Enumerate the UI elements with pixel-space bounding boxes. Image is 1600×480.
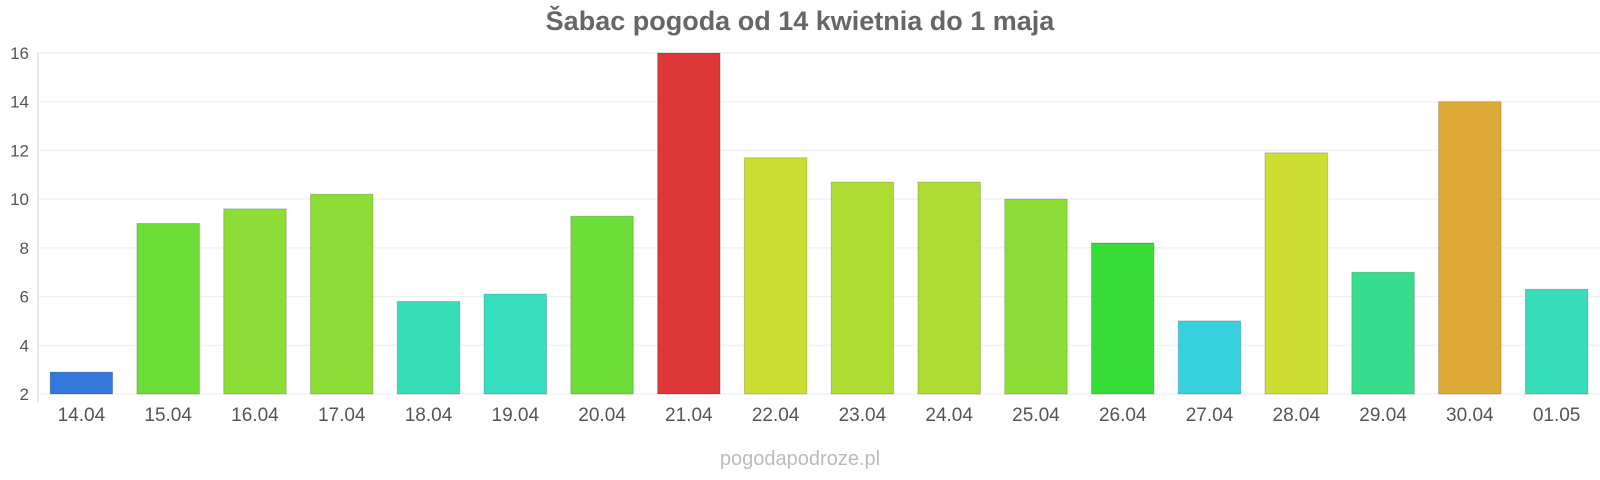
x-tick-label: 27.04 (1186, 405, 1234, 426)
y-tick-label: 16 (10, 44, 29, 63)
axes: 2 4 6 8 10 12 14 16 14.04 15.04 16.04 17.04 18.04 19.… (10, 44, 1580, 426)
bar-27.04[interactable] (1177, 320, 1242, 395)
x-tick-label: 19.04 (492, 405, 540, 426)
x-tick-label: 30.04 (1446, 405, 1494, 426)
bar-16.04[interactable] (223, 208, 287, 395)
x-tick-label: 29.04 (1359, 405, 1407, 426)
grid (38, 52, 1600, 395)
bar-14.04[interactable] (49, 371, 114, 395)
bar-28.04[interactable] (1264, 152, 1329, 395)
bar-22.04[interactable] (743, 157, 808, 395)
y-tick-label: 14 (10, 93, 29, 112)
bar-15.04[interactable] (136, 223, 200, 395)
x-tick-label: 15.04 (144, 405, 192, 426)
chart-title: Šabac pogoda od 14 kwietnia do 1 maja (545, 6, 1055, 36)
bar-29.04[interactable] (1351, 271, 1415, 395)
bar-20.04[interactable] (570, 215, 634, 395)
x-tick-label: 26.04 (1099, 405, 1147, 426)
bar-30.04[interactable] (1438, 101, 1502, 395)
x-tick-label: 23.04 (839, 405, 887, 426)
x-tick-label: 21.04 (665, 405, 713, 426)
x-tick-label: 17.04 (318, 405, 366, 426)
x-tick-label: 18.04 (405, 405, 453, 426)
y-tick-label: 4 (20, 336, 29, 355)
bar-18.04[interactable] (396, 300, 461, 395)
y-tick-label: 8 (20, 239, 29, 258)
x-tick-label: 14.04 (58, 405, 106, 426)
x-tick-label: 22.04 (752, 405, 800, 426)
bar-24.04[interactable] (917, 181, 981, 395)
bar-23.04[interactable] (830, 181, 895, 395)
x-tick-label: 24.04 (925, 405, 973, 426)
bar-17.04[interactable] (309, 193, 374, 395)
x-tick-label: 16.04 (231, 405, 279, 426)
bar-26.04[interactable] (1090, 242, 1155, 395)
watermark: pogodapodroze.pl (719, 448, 881, 470)
bar-25.04[interactable] (1004, 198, 1068, 395)
x-tick-label: 01.05 (1533, 405, 1581, 426)
x-tick-label: 28.04 (1273, 405, 1321, 426)
bar-01.05[interactable] (1524, 288, 1589, 395)
bar-21.04[interactable] (657, 52, 721, 395)
x-tick-label: 25.04 (1012, 405, 1060, 426)
y-tick-label: 12 (10, 141, 29, 160)
y-tick-label: 2 (20, 385, 29, 404)
x-tick-label: 20.04 (578, 405, 626, 426)
bars (49, 52, 1589, 395)
y-tick-label: 6 (20, 288, 29, 307)
bar-19.04[interactable] (483, 293, 548, 395)
y-tick-label: 10 (10, 190, 29, 209)
